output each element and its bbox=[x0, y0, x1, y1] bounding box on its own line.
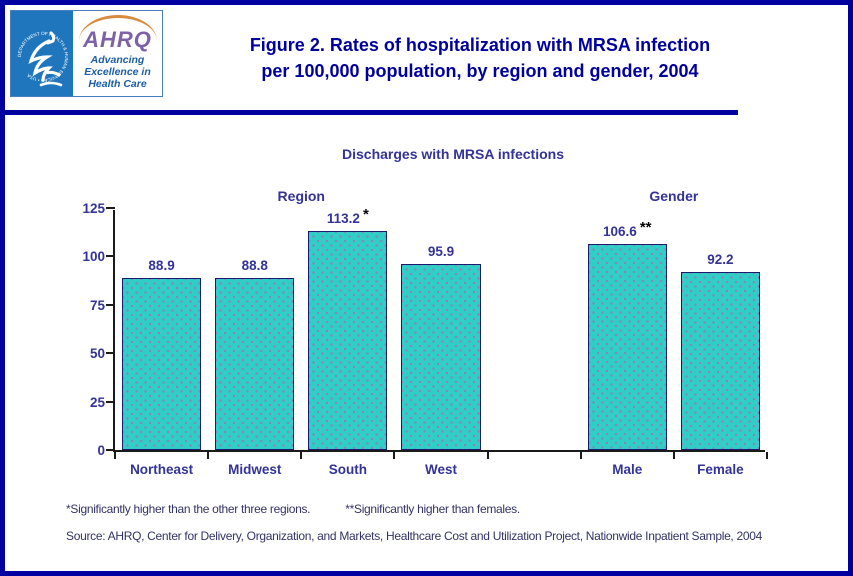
source-note: Source: AHRQ, Center for Delivery, Organ… bbox=[66, 529, 763, 543]
bar-midwest bbox=[215, 278, 295, 450]
x-axis-tick bbox=[579, 452, 582, 459]
y-axis-label: 125 bbox=[82, 201, 105, 216]
y-axis-label: 75 bbox=[89, 297, 105, 313]
tagline-line3: Health Care bbox=[88, 77, 147, 90]
x-axis-tick bbox=[300, 452, 303, 459]
x-axis-tick bbox=[672, 452, 675, 459]
ahrq-tagline: Advancing Excellence in Health Care bbox=[84, 54, 151, 90]
y-axis-tick bbox=[106, 449, 115, 451]
y-axis-tick bbox=[106, 207, 115, 209]
y-axis-label: 0 bbox=[97, 443, 105, 458]
ahrq-logo: AHRQ Advancing Excellence in Health Care bbox=[73, 11, 162, 96]
figure-title-line2: per 100,000 population, by region and ge… bbox=[261, 61, 699, 81]
chart-title: Discharges with MRSA infections bbox=[342, 146, 564, 162]
bar-male bbox=[587, 243, 667, 450]
category-label-south: South bbox=[328, 462, 367, 477]
category-label-midwest: Midwest bbox=[228, 462, 282, 477]
plot-area: Region Gender 0 25 50 75 100 125 88.9 Northeast 88… bbox=[82, 188, 768, 477]
significance-asterisk: ** bbox=[639, 218, 652, 236]
ahrq-hhs-logo: DEPARTMENT OF HEALTH & HUMAN SERVICES • … bbox=[10, 10, 163, 97]
footnote-significance-gender: **Significantly higher than females. bbox=[345, 502, 520, 516]
y-axis-label: 100 bbox=[82, 249, 105, 265]
category-label-male: Male bbox=[612, 462, 643, 477]
bar-value-label: 88.9 bbox=[148, 257, 175, 273]
group-label-gender: Gender bbox=[649, 188, 699, 204]
x-axis-tick bbox=[114, 452, 116, 459]
tagline-line1: Advancing bbox=[90, 53, 145, 66]
x-axis-tick bbox=[393, 452, 396, 459]
x-axis-tick bbox=[766, 452, 768, 459]
figure-title-line1: Figure 2. Rates of hospitalization with … bbox=[249, 35, 711, 55]
figure-title: Figure 2. Rates of hospitalization with … bbox=[180, 32, 780, 84]
y-axis-label: 25 bbox=[89, 394, 105, 410]
bar-female bbox=[680, 271, 760, 450]
bar-value-label: 95.9 bbox=[427, 244, 455, 260]
bar-south bbox=[308, 230, 388, 450]
significance-asterisk: * bbox=[362, 205, 369, 223]
x-axis-tick bbox=[486, 452, 489, 459]
y-axis-tick bbox=[106, 303, 115, 306]
hhs-eagle-icon: DEPARTMENT OF HEALTH & HUMAN SERVICES • … bbox=[17, 31, 69, 87]
footnotes: *Significantly higher than the other thr… bbox=[66, 502, 786, 516]
tagline-line2: Excellence in bbox=[84, 65, 151, 78]
y-axis-tick bbox=[106, 352, 115, 355]
header-divider bbox=[5, 110, 738, 115]
ahrq-swoosh-icon bbox=[79, 15, 157, 41]
bar-value-label: 88.8 bbox=[241, 258, 268, 274]
bar-value-label: 106.6 ** bbox=[603, 218, 652, 239]
bar-northeast bbox=[121, 277, 202, 450]
category-label-northeast: Northeast bbox=[130, 462, 194, 477]
category-label-female: Female bbox=[697, 462, 744, 477]
bar-value-label: 113.2 * bbox=[326, 205, 369, 226]
x-axis-tick bbox=[207, 452, 210, 459]
hhs-seal-icon: DEPARTMENT OF HEALTH & HUMAN SERVICES • … bbox=[11, 11, 73, 96]
bar-west bbox=[401, 264, 481, 450]
y-axis-tick bbox=[106, 400, 115, 403]
y-axis-label: 50 bbox=[89, 346, 105, 362]
bar-value-label: 92.2 bbox=[707, 251, 734, 267]
y-axis-tick bbox=[106, 255, 115, 258]
footnote-significance-regions: *Significantly higher than the other thr… bbox=[66, 502, 311, 516]
category-label-west: West bbox=[424, 462, 457, 477]
group-label-region: Region bbox=[277, 188, 325, 204]
